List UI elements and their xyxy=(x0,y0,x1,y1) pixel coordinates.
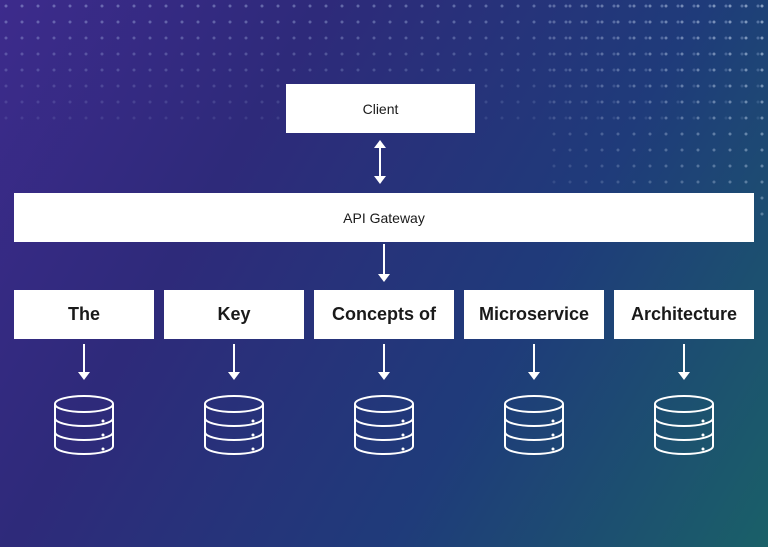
service-node: Microservice xyxy=(464,290,604,339)
service-node: The xyxy=(14,290,154,339)
background xyxy=(0,0,768,547)
client-node: Client xyxy=(286,84,475,133)
service-label: The xyxy=(68,304,100,325)
api-gateway-label: API Gateway xyxy=(343,210,425,226)
service-label: Key xyxy=(217,304,250,325)
api-gateway-node: API Gateway xyxy=(14,193,754,242)
service-node: Architecture xyxy=(614,290,754,339)
client-label: Client xyxy=(363,101,399,117)
service-node: Concepts of xyxy=(314,290,454,339)
service-label: Architecture xyxy=(631,304,737,325)
service-label: Microservice xyxy=(479,304,589,325)
service-label: Concepts of xyxy=(332,304,436,325)
service-node: Key xyxy=(164,290,304,339)
